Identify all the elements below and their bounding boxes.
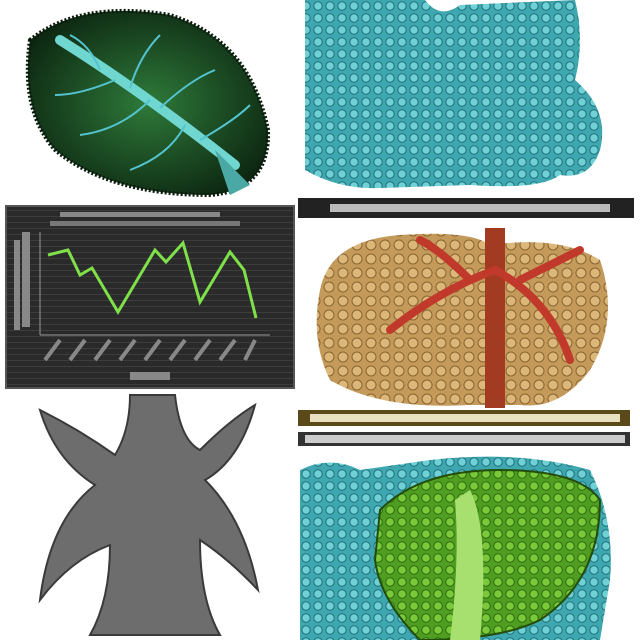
green-organ (373, 468, 602, 640)
banner-text (305, 435, 625, 443)
leaf-illustration (25, 8, 271, 198)
banner-text (310, 414, 620, 422)
lung-illustration (316, 228, 608, 408)
cell-tissue (305, 0, 603, 189)
organ-duct (450, 490, 484, 640)
banner-text (330, 204, 610, 212)
gray-specimen (38, 394, 260, 636)
chart-panel (5, 205, 295, 389)
